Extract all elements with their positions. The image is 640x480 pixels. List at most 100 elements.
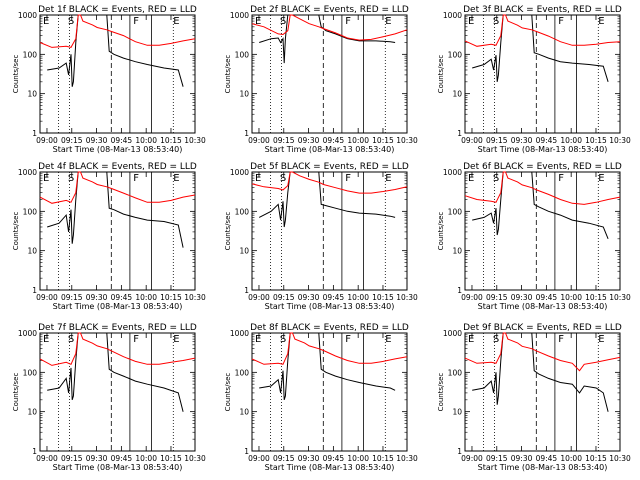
x-tick-label: 09:15 — [273, 293, 295, 302]
interval-marker: F — [133, 334, 139, 345]
lld-series-line — [464, 332, 621, 372]
plot-title: Det 6f BLACK = Events, RED = LLD — [463, 162, 622, 172]
x-tick-label: 09:45 — [536, 136, 558, 145]
y-tick-label: 10 — [452, 408, 462, 417]
x-tick-label: 09:45 — [323, 454, 345, 463]
y-axis-label: Counts/sec — [224, 55, 232, 94]
plot-title: Det 9f BLACK = Events, RED = LLD — [463, 323, 622, 333]
x-tick-label: 09:00 — [461, 293, 483, 302]
interval-marker: E — [385, 334, 391, 345]
interval-marker: E — [385, 173, 391, 184]
y-tick-label: 1000 — [18, 329, 37, 338]
plot-frame — [464, 14, 621, 134]
y-axis-label: Counts/sec — [437, 373, 445, 412]
lld-series-line — [39, 332, 196, 366]
x-tick-label: 09:00 — [248, 293, 270, 302]
y-axis-label: Counts/sec — [12, 373, 20, 412]
events-series-line — [258, 171, 396, 228]
y-tick-label: 100 — [448, 207, 463, 216]
y-tick-label: 1000 — [443, 329, 462, 338]
x-tick-label: 09:45 — [536, 454, 558, 463]
x-tick-label: 10:00 — [347, 136, 369, 145]
interval-marker: F — [133, 16, 139, 27]
y-tick-label: 10 — [239, 408, 249, 417]
x-tick-label: 10:00 — [135, 136, 157, 145]
x-tick-label: 10:30 — [184, 454, 206, 463]
y-tick-label: 100 — [235, 207, 250, 216]
x-tick-label: 10:15 — [585, 136, 607, 145]
x-tick-label: 09:45 — [111, 454, 133, 463]
x-tick-label: 09:45 — [323, 136, 345, 145]
interval-marker: E — [43, 334, 49, 345]
plot-title: Det 8f BLACK = Events, RED = LLD — [250, 323, 409, 333]
plot-frame — [464, 171, 621, 291]
plot-frame — [39, 332, 196, 452]
plot-title: Det 3f BLACK = Events, RED = LLD — [463, 5, 622, 15]
interval-marker: S — [280, 173, 286, 184]
x-tick-label: 09:15 — [61, 136, 83, 145]
x-tick-label: 09:15 — [61, 293, 83, 302]
y-tick-label: 10 — [452, 90, 462, 99]
x-tick-label: 10:15 — [372, 454, 394, 463]
y-axis-label: Counts/sec — [224, 212, 232, 251]
x-tick-label: 10:30 — [396, 454, 418, 463]
x-axis-label: Start Time (08-Mar-13 08:53:40) — [265, 302, 395, 311]
y-tick-label: 100 — [235, 368, 250, 377]
y-tick-label: 100 — [235, 50, 250, 59]
y-axis-label: Counts/sec — [437, 55, 445, 94]
y-axis-label: Counts/sec — [12, 55, 20, 94]
interval-marker: S — [493, 334, 499, 345]
y-tick-label: 10 — [27, 408, 37, 417]
plot-title: Det 5f BLACK = Events, RED = LLD — [250, 162, 409, 172]
x-tick-label: 10:30 — [396, 293, 418, 302]
x-tick-label: 09:00 — [36, 454, 58, 463]
y-tick-label: 100 — [448, 50, 463, 59]
x-tick-label: 10:00 — [347, 454, 369, 463]
interval-marker: E — [43, 173, 49, 184]
x-tick-label: 10:30 — [609, 293, 631, 302]
interval-marker: E — [173, 334, 179, 345]
x-tick-label: 09:30 — [298, 293, 320, 302]
plot-title: Det 7f BLACK = Events, RED = LLD — [38, 323, 197, 333]
interval-marker: E — [468, 173, 474, 184]
x-axis-label: Start Time (08-Mar-13 08:53:40) — [478, 302, 608, 311]
interval-marker: S — [280, 16, 286, 27]
interval-marker: F — [133, 173, 139, 184]
lld-series-line — [464, 14, 621, 47]
interval-marker: E — [468, 16, 474, 27]
interval-marker: E — [173, 173, 179, 184]
plot-title: Det 4f BLACK = Events, RED = LLD — [38, 162, 197, 172]
x-tick-label: 10:30 — [184, 136, 206, 145]
lld-series-line — [464, 171, 621, 205]
x-tick-label: 09:30 — [86, 136, 108, 145]
y-tick-label: 100 — [23, 368, 38, 377]
y-tick-label: 1 — [457, 286, 462, 295]
y-tick-label: 1000 — [443, 168, 462, 177]
lld-series-line — [39, 14, 196, 48]
y-tick-label: 1000 — [230, 329, 249, 338]
x-axis-label: Start Time (08-Mar-13 08:53:40) — [53, 302, 183, 311]
x-tick-label: 09:30 — [86, 454, 108, 463]
x-tick-label: 09:00 — [461, 454, 483, 463]
events-series-line — [259, 14, 396, 64]
x-tick-label: 09:45 — [536, 293, 558, 302]
x-tick-label: 10:15 — [585, 293, 607, 302]
events-series-line — [47, 14, 184, 87]
plot-title: Det 2f BLACK = Events, RED = LLD — [250, 5, 409, 15]
x-tick-label: 09:30 — [86, 293, 108, 302]
x-tick-label: 10:15 — [160, 454, 182, 463]
x-tick-label: 09:30 — [511, 454, 533, 463]
y-axis-label: Counts/sec — [224, 373, 232, 412]
x-tick-label: 09:30 — [511, 136, 533, 145]
y-tick-label: 1 — [32, 447, 37, 456]
plot-frame — [464, 332, 621, 452]
x-tick-label: 10:00 — [560, 293, 582, 302]
x-tick-label: 09:15 — [486, 136, 508, 145]
x-tick-label: 09:15 — [273, 136, 295, 145]
interval-marker: F — [345, 16, 351, 27]
lld-series-line — [251, 14, 408, 41]
x-tick-label: 09:30 — [298, 136, 320, 145]
x-tick-label: 10:15 — [372, 136, 394, 145]
interval-marker: S — [493, 16, 499, 27]
x-axis-label: Start Time (08-Mar-13 08:53:40) — [478, 145, 608, 154]
